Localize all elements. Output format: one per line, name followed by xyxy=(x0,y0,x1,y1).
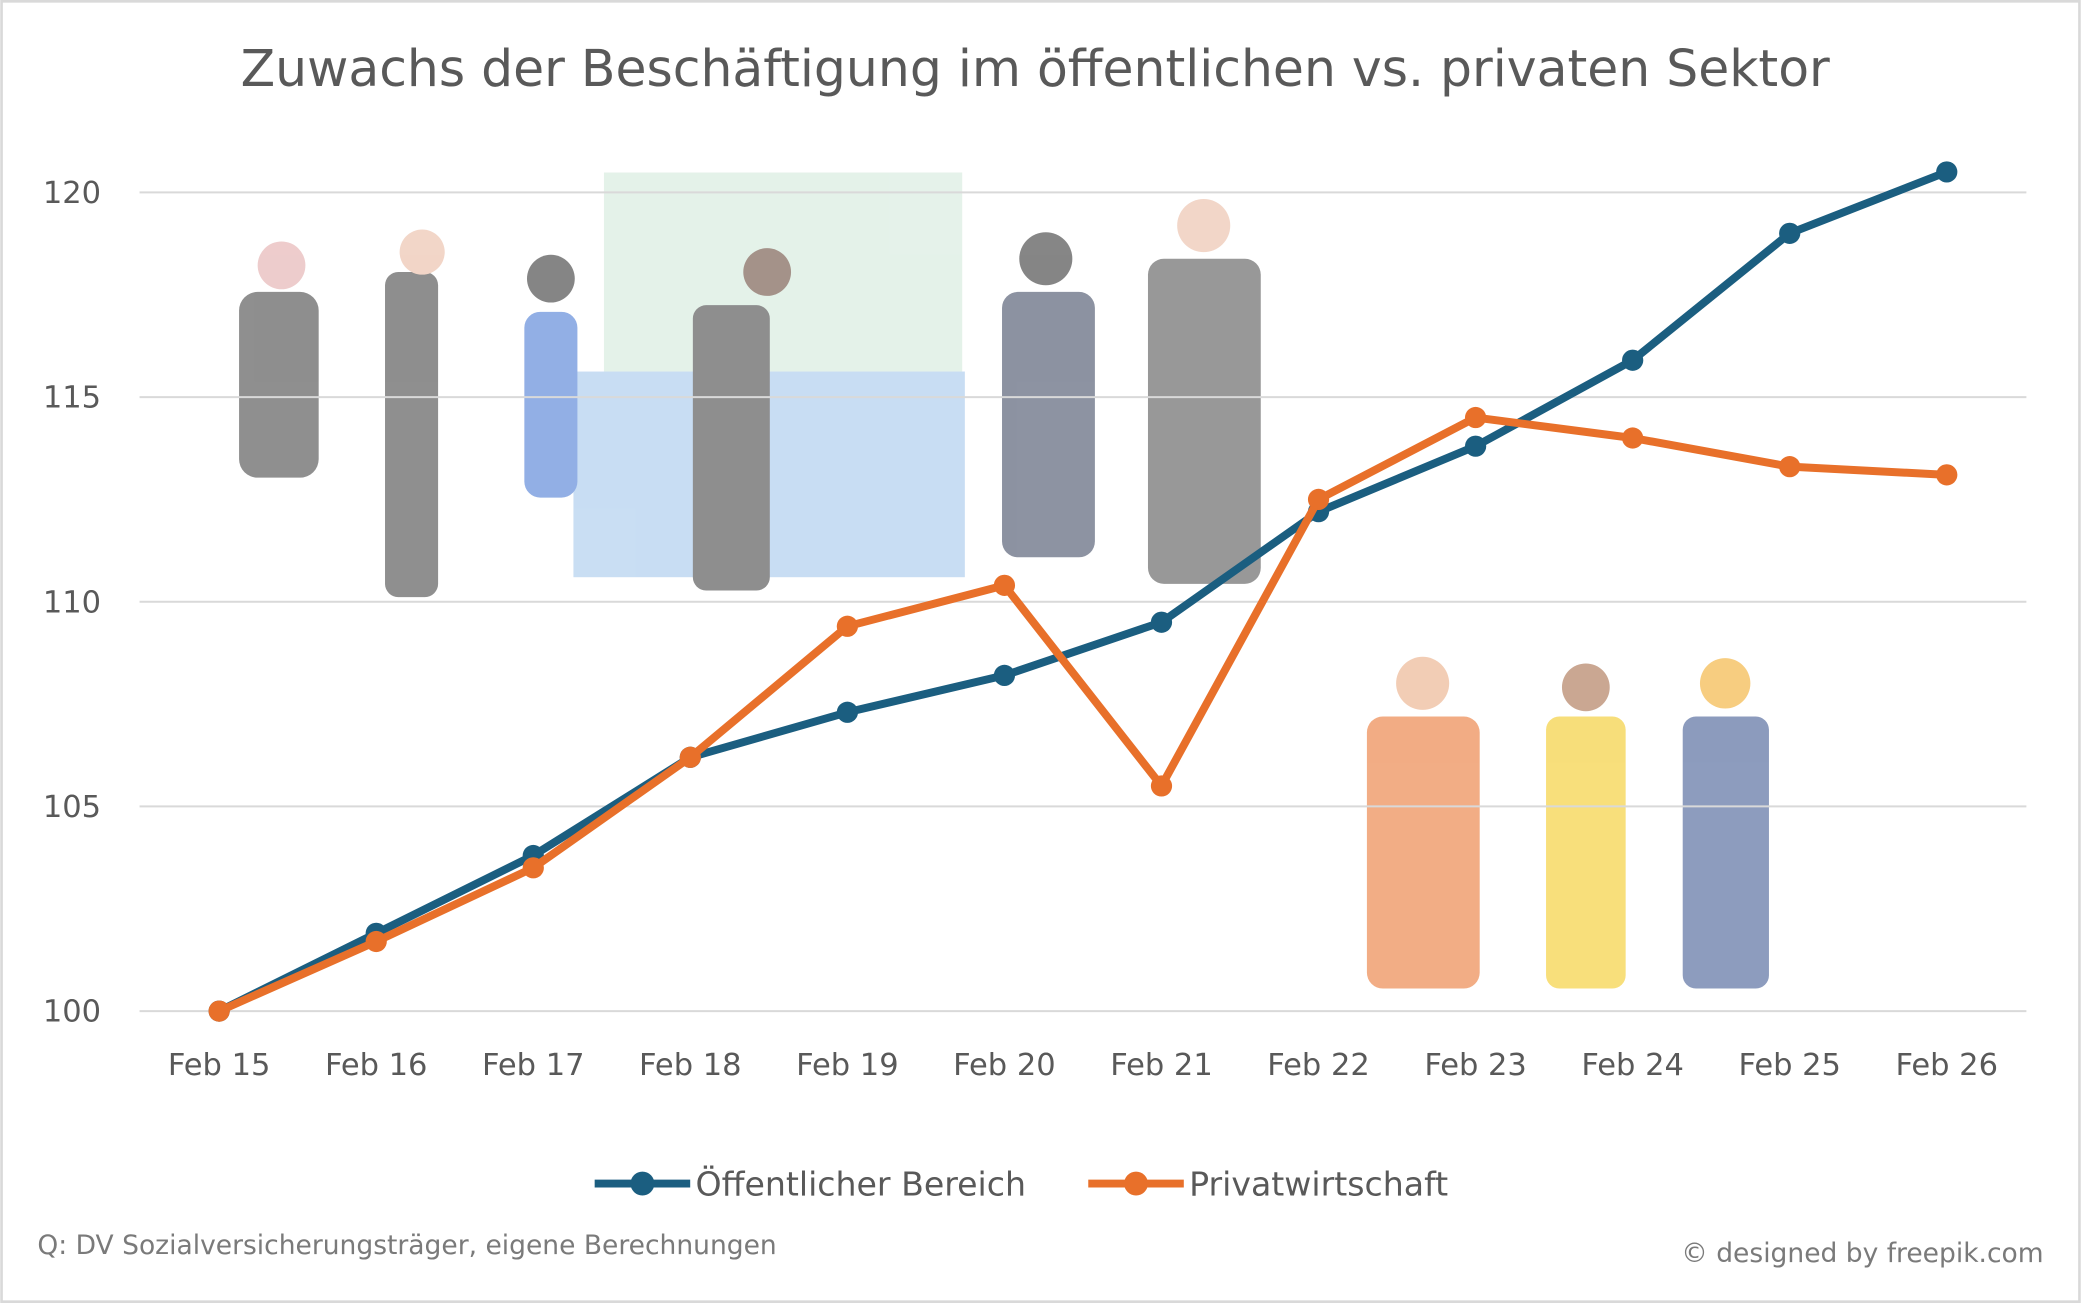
person-silhouette xyxy=(239,291,319,478)
data-point[interactable] xyxy=(1622,349,1644,371)
chart-title: Zuwachs der Beschäftigung im öffentliche… xyxy=(241,39,1830,98)
data-point[interactable] xyxy=(1307,488,1330,511)
legend-label: Öffentlicher Bereich xyxy=(696,1164,1026,1204)
data-point[interactable] xyxy=(522,857,544,879)
x-tick-label: Feb 17 xyxy=(482,1048,585,1083)
legend-item-private[interactable]: Privatwirtschaft xyxy=(1088,1165,1448,1204)
person-silhouette xyxy=(1147,258,1261,584)
data-point[interactable] xyxy=(993,574,1016,596)
data-point[interactable] xyxy=(1464,435,1487,457)
x-tick-label: Feb 19 xyxy=(796,1048,899,1083)
person-silhouette xyxy=(1002,291,1095,558)
series-lines xyxy=(208,161,1958,1022)
y-tick-label: 120 xyxy=(43,176,101,211)
y-tick-label: 115 xyxy=(43,381,101,416)
x-tick-label: Feb 22 xyxy=(1267,1048,1370,1083)
office-workers-illustration xyxy=(239,172,1261,598)
y-tick-label: 100 xyxy=(43,995,101,1030)
source-note: Q: DV Sozialversicherungsträger, eigene … xyxy=(37,1230,776,1261)
series-line xyxy=(217,168,1949,1015)
y-tick-label: 110 xyxy=(43,585,101,620)
x-tick-label: Feb 24 xyxy=(1581,1048,1684,1083)
x-tick-label: Feb 21 xyxy=(1110,1048,1213,1083)
person-silhouette xyxy=(692,305,770,591)
x-tick-label: Feb 26 xyxy=(1896,1048,1999,1083)
series-private xyxy=(208,406,1958,1022)
y-axis: 100 105 110 115 120 xyxy=(43,176,101,1030)
gridlines xyxy=(139,191,2027,1013)
legend-marker xyxy=(1124,1171,1148,1196)
data-point[interactable] xyxy=(1150,775,1173,797)
x-axis: Feb 15 Feb 16 Feb 17 Feb 18 Feb 19 Feb 20 Feb … xyxy=(168,1048,1998,1083)
x-tick-label: Feb 25 xyxy=(1738,1048,1841,1083)
data-point[interactable] xyxy=(1936,161,1958,183)
person-silhouette xyxy=(385,272,439,598)
x-tick-label: Feb 15 xyxy=(168,1048,271,1083)
data-point[interactable] xyxy=(1779,222,1801,244)
legend: Öffentlicher Bereich Privatwirtschaft xyxy=(594,1164,1448,1204)
image-credit: © designed by freepik.com xyxy=(1681,1238,2043,1269)
data-point[interactable] xyxy=(1150,611,1173,633)
data-point[interactable] xyxy=(365,930,387,953)
data-point[interactable] xyxy=(1622,427,1644,449)
data-point[interactable] xyxy=(836,615,858,637)
data-point[interactable] xyxy=(1779,456,1801,478)
legend-marker xyxy=(630,1171,655,1196)
data-point[interactable] xyxy=(836,701,858,723)
data-point[interactable] xyxy=(1936,464,1958,486)
legend-item-public[interactable]: Öffentlicher Bereich xyxy=(594,1164,1026,1204)
data-point[interactable] xyxy=(993,664,1016,687)
series-line xyxy=(217,413,1947,1015)
data-point[interactable] xyxy=(679,746,701,768)
data-point[interactable] xyxy=(1464,406,1487,429)
person-silhouette xyxy=(524,311,578,498)
y-tick-label: 105 xyxy=(43,790,101,825)
x-tick-label: Feb 23 xyxy=(1424,1048,1527,1083)
x-tick-label: Feb 20 xyxy=(953,1048,1056,1083)
data-point[interactable] xyxy=(208,1000,230,1022)
legend-label: Privatwirtschaft xyxy=(1189,1165,1448,1204)
construction-workers-illustration xyxy=(1366,656,1769,989)
x-tick-label: Feb 18 xyxy=(639,1048,742,1083)
x-tick-label: Feb 16 xyxy=(325,1048,428,1083)
